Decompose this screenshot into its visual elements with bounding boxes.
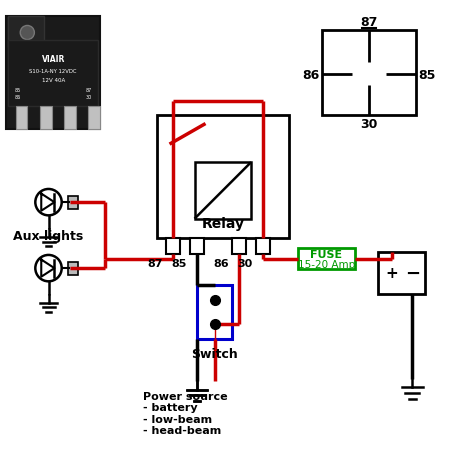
Text: 30: 30	[360, 118, 378, 131]
Bar	[378, 252, 426, 295]
Text: 30: 30	[85, 94, 91, 99]
Text: 12V 40A: 12V 40A	[42, 78, 65, 83]
Text: S10-1A-NY 12VDC: S10-1A-NY 12VDC	[29, 69, 77, 74]
Text: −: −	[405, 264, 420, 282]
Circle shape	[20, 26, 35, 40]
Text: 85: 85	[419, 69, 436, 81]
Text: Aux lights: Aux lights	[13, 229, 83, 242]
Text: VIAIR: VIAIR	[42, 55, 65, 64]
Text: 85: 85	[15, 88, 21, 92]
Text: 85: 85	[171, 258, 187, 268]
Text: 15-20 Amp: 15-20 Amp	[298, 260, 355, 270]
Bar	[64, 106, 76, 130]
Text: +: +	[385, 266, 398, 281]
Bar	[232, 238, 246, 255]
Text: 87: 87	[360, 16, 378, 29]
Bar	[197, 285, 232, 339]
Bar	[298, 249, 355, 269]
Text: FUSE: FUSE	[310, 249, 343, 259]
Bar	[68, 196, 78, 209]
Bar	[166, 238, 181, 255]
Bar	[157, 116, 289, 238]
Bar	[68, 262, 78, 275]
Circle shape	[36, 189, 62, 216]
Bar	[16, 106, 27, 130]
Text: 30: 30	[237, 258, 253, 268]
Text: 86: 86	[15, 94, 21, 99]
Bar	[9, 40, 98, 106]
Bar	[322, 31, 416, 116]
Text: 87: 87	[147, 258, 163, 268]
Bar	[88, 106, 100, 130]
Bar	[40, 106, 52, 130]
Text: 86: 86	[302, 69, 319, 81]
Bar	[195, 163, 251, 219]
Text: 86: 86	[213, 258, 229, 268]
Text: Power source
- battery
- low-beam
- head-beam: Power source - battery - low-beam - head…	[143, 391, 228, 436]
Circle shape	[36, 256, 62, 282]
Bar	[256, 238, 270, 255]
Bar	[190, 238, 204, 255]
Bar	[9, 17, 44, 48]
Text: Switch: Switch	[191, 347, 238, 360]
Text: Relay: Relay	[201, 217, 245, 231]
Bar	[6, 17, 100, 130]
Text: 87: 87	[85, 88, 91, 92]
